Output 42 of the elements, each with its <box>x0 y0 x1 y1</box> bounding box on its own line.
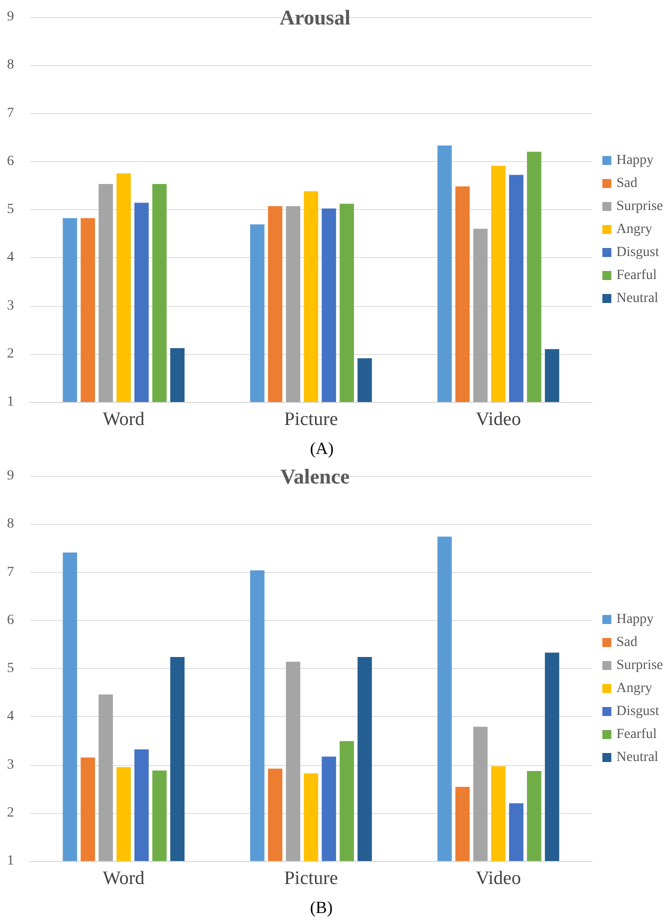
y-tick-label: 3 <box>7 757 14 772</box>
y-tick-label: 5 <box>7 202 14 217</box>
x-tick-label: Video <box>476 868 521 889</box>
chart-title: Arousal <box>280 6 351 30</box>
y-tick-label: 8 <box>7 516 14 532</box>
legend-label: Fearful <box>616 727 657 742</box>
text: (A) <box>310 439 334 458</box>
y-tick-label: 7 <box>7 564 14 580</box>
legend-label: Surprise <box>616 658 664 673</box>
y-tick-label: 5 <box>7 661 14 676</box>
y-tick-label: 2 <box>7 805 14 820</box>
y-tick-label: 8 <box>7 58 14 73</box>
y-tick-label: 1 <box>7 394 14 410</box>
y-tick-label: 9 <box>7 468 14 484</box>
legend-label: Surprise <box>616 199 664 214</box>
y-tick-label: 6 <box>7 612 14 628</box>
legend-label: Neutral <box>616 291 658 306</box>
y-tick-label: 4 <box>7 709 14 724</box>
legend-label: Neutral <box>616 750 658 765</box>
x-tick-label: Word <box>102 868 146 889</box>
legend-label: Disgust <box>616 245 660 260</box>
x-tick-label: Video <box>476 409 521 430</box>
y-tick-label: 3 <box>7 298 14 314</box>
y-tick-label: 2 <box>7 346 14 362</box>
legend-label: Happy <box>616 153 654 168</box>
legend-label: Disgust <box>616 704 660 719</box>
chart-title: Valence <box>280 464 350 488</box>
legend-label: Sad <box>616 635 638 650</box>
y-tick-label: 1 <box>7 854 14 868</box>
legend-label: Happy <box>616 612 654 627</box>
legend-label: Angry <box>616 222 652 237</box>
text: (B) <box>310 898 333 917</box>
legend-label: Sad <box>616 176 638 191</box>
x-tick-label: Word <box>102 409 146 430</box>
legend-label: Angry <box>616 681 652 696</box>
y-tick-label: 9 <box>7 10 14 24</box>
y-tick-label: 6 <box>7 154 14 169</box>
x-tick-label: Picture <box>284 868 338 889</box>
y-tick-label: 7 <box>7 106 14 121</box>
x-tick-label: Picture <box>284 409 338 430</box>
legend-label: Fearful <box>616 268 657 283</box>
y-tick-label: 4 <box>7 250 14 266</box>
